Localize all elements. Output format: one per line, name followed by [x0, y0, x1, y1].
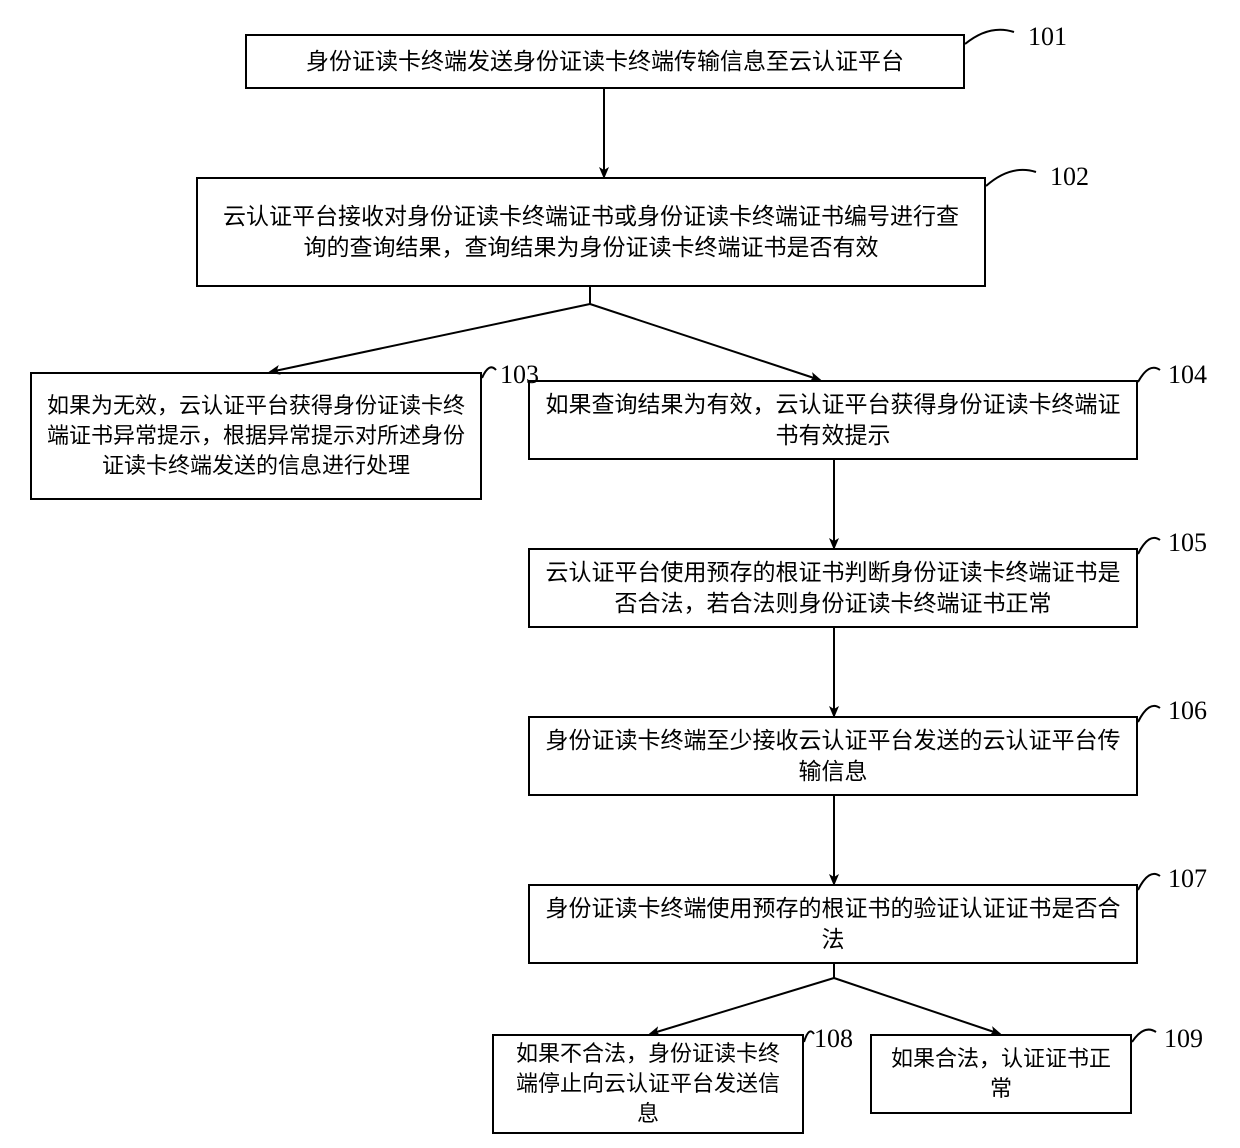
flow-node-106: 身份证读卡终端至少接收云认证平台发送的云认证平台传输信息 [528, 716, 1138, 796]
node-text: 如果查询结果为有效，云认证平台获得身份证读卡终端证书有效提示 [544, 389, 1122, 451]
step-label-105: 105 [1168, 528, 1207, 558]
node-text: 如果不合法，身份证读卡终端停止向云认证平台发送信息 [508, 1039, 788, 1128]
step-label-101: 101 [1028, 22, 1067, 52]
node-text: 身份证读卡终端至少接收云认证平台发送的云认证平台传输信息 [544, 725, 1122, 787]
step-label-107: 107 [1168, 864, 1207, 894]
step-label-108: 108 [814, 1024, 853, 1054]
flow-node-105: 云认证平台使用预存的根证书判断身份证读卡终端证书是否合法，若合法则身份证读卡终端… [528, 548, 1138, 628]
flow-node-102: 云认证平台接收对身份证读卡终端证书或身份证读卡终端证书编号进行查询的查询结果，查… [196, 177, 986, 287]
flow-node-104: 如果查询结果为有效，云认证平台获得身份证读卡终端证书有效提示 [528, 380, 1138, 460]
flow-node-109: 如果合法，认证证书正常 [870, 1034, 1132, 1114]
node-text: 如果为无效，云认证平台获得身份证读卡终端证书异常提示，根据异常提示对所述身份证读… [46, 391, 466, 480]
node-text: 云认证平台使用预存的根证书判断身份证读卡终端证书是否合法，若合法则身份证读卡终端… [544, 557, 1122, 619]
flow-node-101: 身份证读卡终端发送身份证读卡终端传输信息至云认证平台 [245, 34, 965, 89]
flow-node-103: 如果为无效，云认证平台获得身份证读卡终端证书异常提示，根据异常提示对所述身份证读… [30, 372, 482, 500]
step-label-103: 103 [500, 360, 539, 390]
step-label-104: 104 [1168, 360, 1207, 390]
node-text: 云认证平台接收对身份证读卡终端证书或身份证读卡终端证书编号进行查询的查询结果，查… [212, 201, 970, 263]
node-text: 如果合法，认证证书正常 [886, 1044, 1116, 1103]
step-label-109: 109 [1164, 1024, 1203, 1054]
step-label-106: 106 [1168, 696, 1207, 726]
flow-node-107: 身份证读卡终端使用预存的根证书的验证认证证书是否合法 [528, 884, 1138, 964]
flow-node-108: 如果不合法，身份证读卡终端停止向云认证平台发送信息 [492, 1034, 804, 1134]
node-text: 身份证读卡终端发送身份证读卡终端传输信息至云认证平台 [306, 46, 904, 77]
step-label-102: 102 [1050, 162, 1089, 192]
node-text: 身份证读卡终端使用预存的根证书的验证认证证书是否合法 [544, 893, 1122, 955]
